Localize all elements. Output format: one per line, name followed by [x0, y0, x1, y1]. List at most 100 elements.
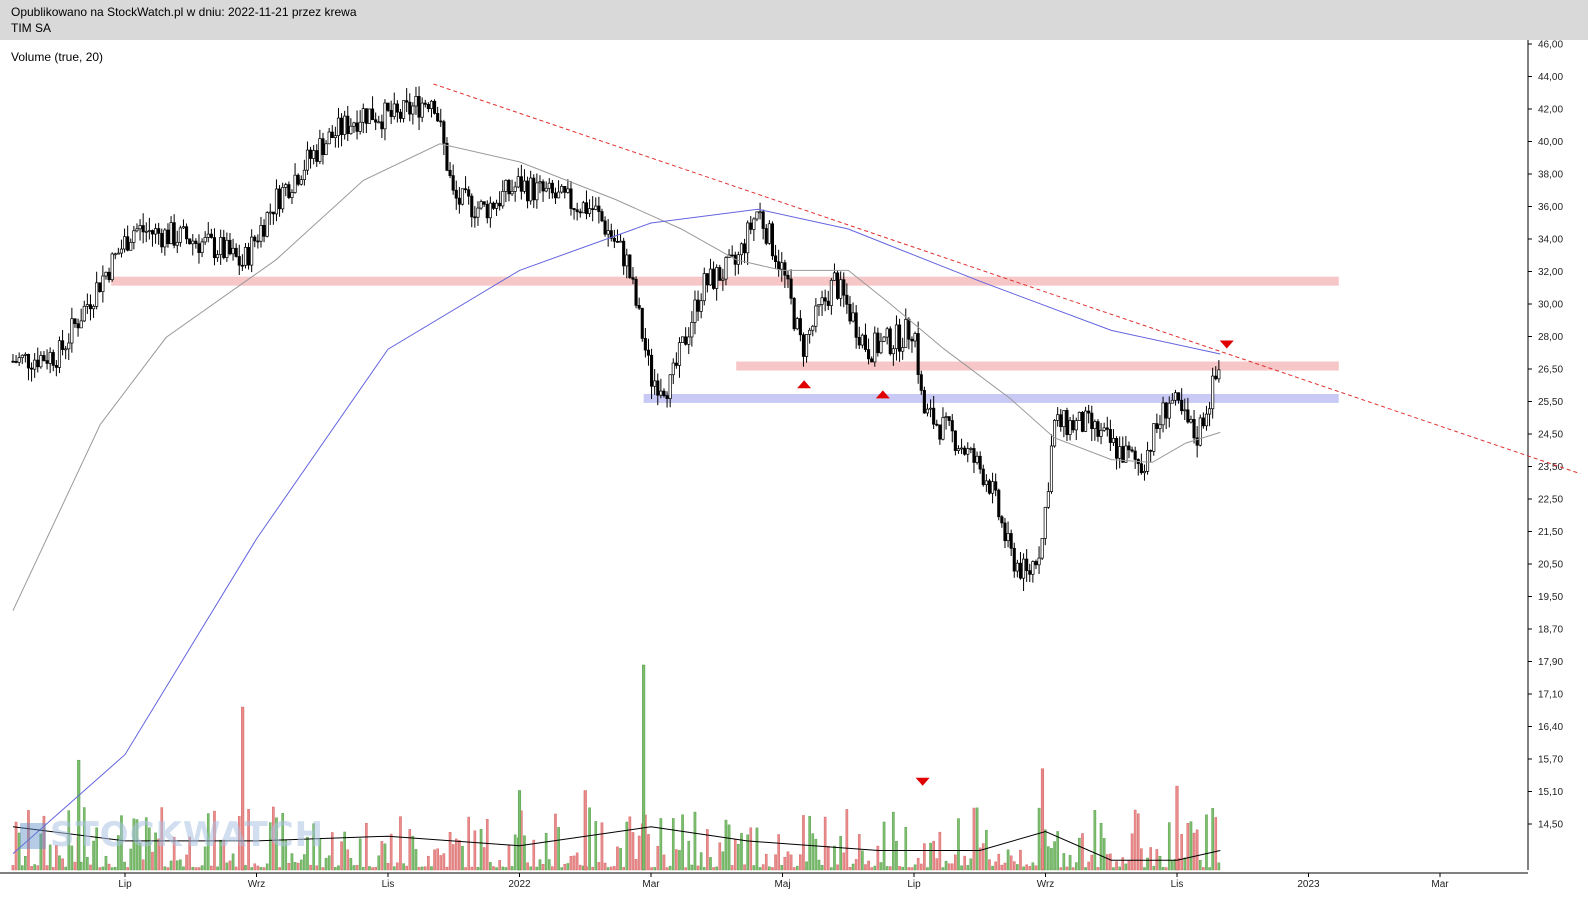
volume-bar [464, 867, 467, 871]
candle-body [758, 211, 762, 214]
volume-bar [107, 863, 111, 871]
candle-body [736, 254, 740, 265]
candle-body [780, 262, 784, 270]
candle-body [743, 243, 747, 254]
x-tick-label: Mar [1431, 879, 1449, 890]
candle-body [336, 117, 341, 137]
candle-body [30, 367, 34, 370]
y-tick-label: 44,00 [1538, 72, 1563, 83]
volume-bar [14, 821, 18, 871]
candle-body [1121, 446, 1125, 463]
volume-bar [476, 867, 480, 871]
candle-body [1096, 421, 1100, 437]
candle-body [612, 237, 616, 242]
volume-bar [1171, 860, 1174, 871]
volume-bar [994, 861, 997, 871]
volume-bar [923, 843, 926, 871]
candle-body [553, 192, 558, 199]
volume-bar [659, 818, 663, 871]
candle-body [749, 222, 753, 230]
candle-body [358, 121, 362, 132]
volume-bar [566, 863, 570, 871]
candle-body [811, 325, 815, 331]
candle-body [231, 247, 235, 255]
candle-body [355, 122, 359, 132]
volume-bar [470, 866, 474, 871]
volume-bar [172, 836, 176, 871]
volume-bar [991, 865, 994, 871]
candle-body [684, 336, 688, 345]
volume-bar [857, 834, 861, 871]
volume-bar [538, 859, 542, 871]
volume-bar [1202, 867, 1205, 871]
volume-bar [337, 865, 340, 871]
volume-bars [11, 664, 1221, 871]
candle-body [135, 228, 139, 232]
volume-bar [58, 855, 61, 871]
volume-bar [1183, 857, 1187, 871]
volume-bar [650, 867, 653, 871]
candle-body [405, 100, 409, 103]
candle-body [839, 279, 843, 299]
candle-body [333, 135, 337, 139]
volume-bar [1140, 848, 1143, 871]
candle-body [1192, 419, 1196, 439]
volume-bar [836, 864, 839, 871]
candle-body [798, 318, 802, 336]
candle-body [1167, 402, 1171, 419]
candle-body [402, 100, 406, 119]
volume-bar [758, 867, 762, 871]
volume-bar [656, 846, 660, 871]
volume-bar [237, 816, 241, 871]
volume-bar [399, 816, 402, 871]
volume-bar [1211, 808, 1214, 871]
volume-bar [82, 807, 86, 871]
candle-body [82, 305, 86, 322]
triangle-up-marker [875, 390, 890, 399]
candle-body [770, 223, 775, 257]
candle-body [485, 203, 489, 219]
volume-bar [978, 847, 982, 871]
y-tick-label: 17,10 [1538, 690, 1563, 701]
candle-body [445, 142, 449, 171]
candle-body [507, 179, 511, 195]
candle-body [885, 328, 889, 338]
candle-body [64, 348, 68, 351]
volume-bar [1019, 849, 1022, 871]
volume-bar [637, 835, 641, 871]
volume-bar [1025, 864, 1028, 871]
candle-body [1217, 369, 1221, 380]
volume-bar [724, 819, 728, 871]
candle-body [668, 374, 672, 399]
candle-body [823, 297, 827, 302]
volume-bar [293, 862, 297, 871]
volume-bar [461, 845, 464, 871]
candle-body [110, 253, 114, 281]
candle-body [324, 143, 328, 156]
volume-bar [513, 834, 517, 871]
candle-body [932, 407, 936, 425]
candle-body [482, 201, 486, 205]
candle-body [377, 121, 381, 124]
volume-bar [712, 867, 715, 871]
volume-bar [547, 859, 551, 871]
candle-body [1028, 570, 1032, 575]
volume-bar [414, 849, 418, 871]
volume-bar [665, 867, 669, 871]
candle-body [916, 333, 920, 375]
candle-body [417, 96, 421, 118]
volume-bar [1109, 853, 1112, 871]
volume-bar [730, 865, 734, 871]
volume-bar [405, 865, 408, 871]
candle-body [436, 113, 440, 122]
volume-bar [312, 823, 315, 871]
volume-bar [969, 858, 973, 871]
candle-body [197, 243, 201, 253]
volume-bar [479, 828, 483, 871]
volume-bar [1198, 860, 1202, 871]
volume-bar [690, 864, 694, 871]
volume-bar [141, 859, 145, 871]
volume-bar [95, 827, 98, 871]
candle-body [600, 211, 604, 222]
volume-bar [780, 865, 784, 871]
